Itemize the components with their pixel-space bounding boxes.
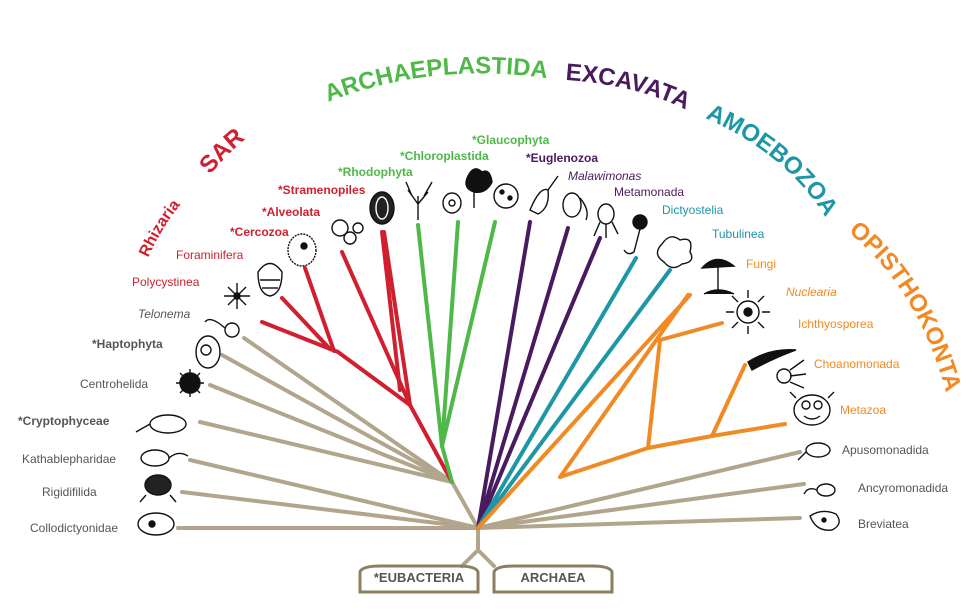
taxon-malawimonas: Malawimonas: [568, 169, 641, 183]
taxon-ichthyosporea: Ichthyosporea: [798, 317, 874, 331]
metazoa-icon: [789, 391, 835, 426]
taxon-nuclearia: Nuclearia: [786, 285, 837, 299]
taxon-collodictyonidae: Collodictyonidae: [30, 521, 118, 535]
euglenozoa-icon: [529, 175, 559, 215]
taxon-centrohelida: Centrohelida: [80, 377, 148, 391]
ancyromonadida-icon: [803, 483, 836, 497]
taxon-breviatea: Breviatea: [858, 517, 909, 531]
taxon-tubulinea: Tubulinea: [712, 227, 765, 241]
tubulinea-icon: [656, 236, 693, 269]
taxon-metamonada: Metamonada: [614, 185, 684, 199]
supergroup-sar: SAR: [194, 123, 249, 179]
taxon-telonema: Telonema: [138, 307, 191, 321]
nuclearia-icon: [726, 290, 770, 334]
sar-branches: [260, 230, 454, 484]
rigidifilida-icon: [139, 474, 177, 503]
ichthyosporea-icon: [747, 349, 797, 371]
opisthokonta-branches: [476, 293, 787, 530]
taxon-fungi: Fungi: [746, 257, 776, 271]
amoebozoa-branches: [476, 256, 672, 530]
glaucophyta-icon: [493, 183, 519, 209]
root-archaea: ARCHAEA: [492, 564, 614, 594]
taxon-haptophyta: *Haptophyta: [92, 337, 163, 351]
alveolata-icon: [331, 219, 364, 245]
taxon-polycystinea: Polycystinea: [132, 275, 200, 289]
taxon-cryptophyceae: *Cryptophyceae: [18, 414, 110, 428]
kathablepharidae-icon: [140, 449, 189, 467]
taxon-glaucophyta: *Glaucophyta: [472, 133, 550, 147]
rhodophyta-icon: [405, 181, 433, 220]
supergroup-amoebozoa: AMOEBOZOA: [703, 99, 843, 221]
taxon-metazoa: Metazoa: [840, 403, 886, 417]
foraminifera-icon: [257, 262, 283, 297]
collodictyonidae-icon: [137, 512, 175, 536]
metamonada-icon: [593, 203, 619, 238]
cercozoa-icon: [287, 233, 317, 267]
root-eubacteria: *EUBACTERIA: [358, 564, 480, 594]
centrohelida-icon: [176, 369, 204, 397]
dictyostelia-icon: [623, 214, 648, 255]
taxon-foraminifera: Foraminifera: [176, 248, 244, 262]
taxon-ancyromonadida: Ancyromonadida: [858, 481, 948, 495]
malawimonas-icon: [562, 192, 588, 221]
archaea-label: ARCHAEA: [521, 570, 587, 585]
cryptophyceae-icon: [135, 414, 187, 434]
eubacteria-label: *EUBACTERIA: [374, 570, 465, 585]
basal-branches: [176, 336, 806, 568]
taxon-euglenozoa: *Euglenozoa: [526, 151, 598, 165]
fungi-icon: [700, 258, 736, 295]
taxon-rigidifilida: Rigidifilida: [42, 485, 97, 499]
chloroplastida-icon: [442, 168, 493, 214]
taxon-kathablepharidae: Kathablepharidae: [22, 452, 116, 466]
supergroup-excavata: EXCAVATA: [565, 59, 695, 115]
excavata-branches: [476, 220, 602, 530]
taxon-alveolata: *Alveolata: [262, 205, 320, 219]
taxon-cercozoa: *Cercozoa: [230, 225, 289, 239]
organism-illustrations: [135, 168, 840, 536]
telonema-icon: [204, 318, 240, 338]
choanomonada-icon: [776, 359, 807, 389]
taxon-rhodophyta: *Rhodophyta: [338, 165, 413, 179]
taxon-choanomonada: Choanomonada: [814, 357, 900, 371]
haptophyta-icon: [195, 335, 221, 369]
breviatea-icon: [809, 510, 840, 531]
apusomonadida-icon: [797, 442, 831, 461]
stramenopiles-icon: [369, 191, 395, 225]
polycystinea-icon: [224, 283, 250, 309]
archaeplastida-branches: [416, 220, 497, 484]
taxon-chloroplastida: *Chloroplastida: [400, 149, 489, 163]
taxon-apusomonadida: Apusomonadida: [842, 443, 929, 457]
supergroup-archaeplastida: ARCHAEPLASTIDA: [321, 52, 550, 107]
taxon-dictyostelia: Dictyostelia: [662, 203, 724, 217]
taxon-stramenopiles: *Stramenopiles: [278, 183, 366, 197]
